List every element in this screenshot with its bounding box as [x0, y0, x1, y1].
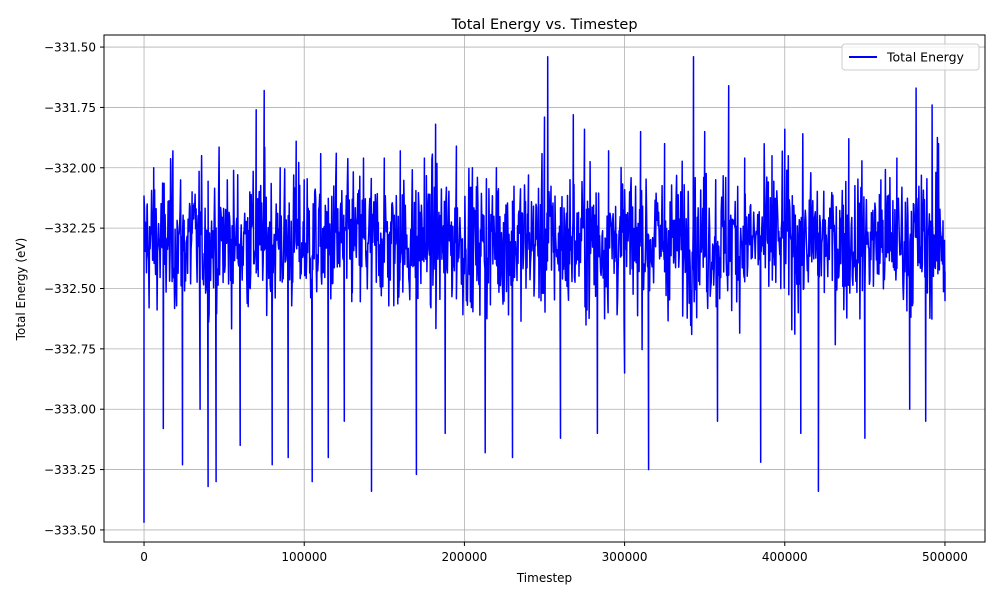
chart-title: Total Energy vs. Timestep — [450, 17, 637, 33]
y-tick-label: −332.00 — [44, 161, 96, 175]
y-tick-label: −333.50 — [44, 523, 96, 537]
y-axis-title: Total Energy (eV) — [14, 238, 28, 342]
x-tick-label: 300000 — [602, 550, 648, 564]
y-tick-label: −331.50 — [44, 41, 96, 55]
y-tick-label: −333.00 — [44, 403, 96, 417]
plot-area — [143, 55, 946, 523]
series-line-total-energy — [143, 55, 946, 523]
y-tick-label: −331.75 — [44, 101, 96, 115]
x-tick-label: 100000 — [281, 550, 327, 564]
y-tick-label: −332.25 — [44, 222, 96, 236]
x-tick-label: 0 — [140, 550, 148, 564]
x-axis-title: Timestep — [516, 571, 572, 585]
legend-box — [841, 43, 980, 71]
x-tick-label: 500000 — [922, 550, 968, 564]
y-tick-label: −332.75 — [44, 342, 96, 356]
y-tick-label: −333.25 — [44, 463, 96, 477]
y-axis: −333.50 −333.25 −333.00 −332.75 −332.50 −332.… — [44, 41, 104, 537]
legend: Total Energy — [841, 43, 980, 71]
series-layer — [143, 55, 946, 523]
y-tick-label: −332.50 — [44, 282, 96, 296]
x-axis: 0 100000 200000 300000 400000 500000 — [140, 542, 968, 564]
legend-label: Total Energy — [886, 50, 965, 65]
x-tick-label: 200000 — [442, 550, 488, 564]
x-tick-label: 400000 — [762, 550, 808, 564]
